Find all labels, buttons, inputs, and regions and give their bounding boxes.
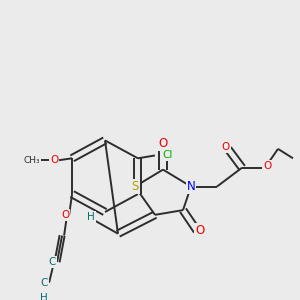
- Text: O: O: [195, 224, 205, 237]
- Text: O: O: [263, 161, 271, 171]
- Text: S: S: [131, 180, 139, 193]
- Text: N: N: [187, 180, 195, 193]
- Text: O: O: [222, 142, 230, 152]
- Text: C: C: [40, 278, 48, 288]
- Text: Cl: Cl: [163, 151, 173, 160]
- Text: O: O: [61, 210, 69, 220]
- Text: O: O: [50, 155, 58, 165]
- Text: C: C: [48, 257, 56, 267]
- Text: H: H: [40, 293, 48, 300]
- Text: CH₃: CH₃: [24, 156, 40, 165]
- Text: O: O: [158, 137, 168, 150]
- Text: H: H: [87, 212, 95, 222]
